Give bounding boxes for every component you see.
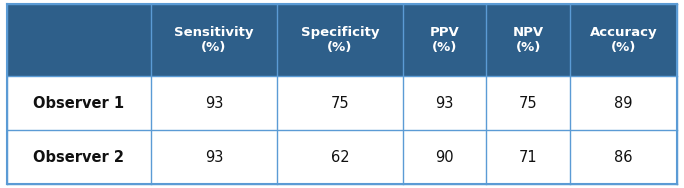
Text: 75: 75 [331,96,350,111]
Text: Specificity
(%): Specificity (%) [301,26,380,54]
Bar [7,76,151,130]
Text: Observer 2: Observer 2 [34,150,124,165]
Text: 71: 71 [518,150,538,165]
Bar [403,4,486,76]
Bar [570,4,677,76]
Bar [403,130,486,184]
Text: 93: 93 [436,96,454,111]
Bar [151,4,277,76]
Text: 75: 75 [518,96,538,111]
Bar [7,4,151,76]
Text: NPV
(%): NPV (%) [512,26,544,54]
Text: 93: 93 [205,96,223,111]
Text: 86: 86 [614,150,633,165]
Bar [277,4,403,76]
Bar [486,4,570,76]
Bar [277,130,403,184]
Bar [151,130,277,184]
Bar [486,130,570,184]
Bar [570,76,677,130]
Bar [7,130,151,184]
Bar [486,76,570,130]
Text: 62: 62 [331,150,350,165]
Text: Observer 1: Observer 1 [34,96,124,111]
Text: 89: 89 [614,96,633,111]
Bar [570,130,677,184]
Bar [277,76,403,130]
Text: Accuracy
(%): Accuracy (%) [590,26,657,54]
Text: 90: 90 [436,150,454,165]
Bar [403,76,486,130]
Bar [151,76,277,130]
Text: PPV
(%): PPV (%) [430,26,460,54]
Text: 93: 93 [205,150,223,165]
Text: Sensitivity
(%): Sensitivity (%) [174,26,254,54]
